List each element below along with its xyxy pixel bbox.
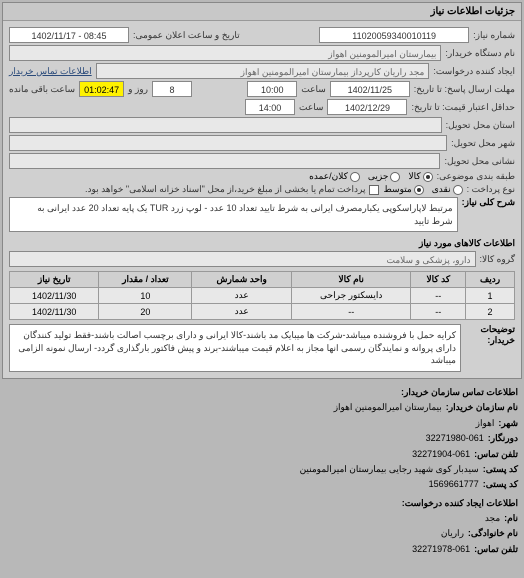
th-date: تاریخ نیاز [10, 272, 99, 288]
th-code: کد کالا [411, 272, 466, 288]
contact-title: اطلاعات تماس سازمان خریدار: [6, 385, 518, 399]
payment-desc: پرداخت تمام یا بخشی از مبلغ خرید،از محل … [9, 184, 365, 195]
contact-city-label: شهر: [498, 416, 518, 430]
fax: 32271980-061 [426, 431, 484, 445]
goods-info-title: اطلاعات کالاهای مورد نیاز [9, 238, 515, 249]
payment-radio-group: نقدی متوسط [383, 184, 462, 195]
radio-average[interactable] [414, 185, 424, 195]
th-name: نام کالا [291, 272, 410, 288]
goods-group: دارو، پزشکی و سلامت [9, 251, 476, 267]
goods-group-label: گروه کالا: [480, 254, 515, 265]
response-deadline-label: مهلت ارسال پاسخ: تا تاریخ: [414, 84, 515, 95]
time-remaining-label: ساعت باقی مانده [9, 84, 75, 95]
org-name: بیمارستان امیرالمومنین اهواز [334, 400, 442, 414]
payment-type-label: نوع پرداخت : [467, 184, 515, 195]
response-date: 1402/11/25 [330, 81, 410, 97]
th-qty: تعداد / مقدار [99, 272, 192, 288]
phone-label: تلفن تماس: [474, 447, 518, 461]
request-number-label: شماره نیاز: [473, 30, 515, 41]
radio-domestic-label: جزیی [368, 171, 389, 182]
creator-name: مجد [485, 511, 500, 525]
postal-code-value-label: کد پستی: [483, 477, 518, 491]
device-name: بیمارستان امیرالمومنین اهواز [9, 45, 441, 61]
request-number: 11020059340010119 [319, 27, 469, 43]
address-label: نشانی محل تحویل: [444, 156, 515, 167]
days-label: روز و [128, 84, 148, 95]
creator-phone: 32271978-061 [412, 542, 470, 556]
province-label: استان محل تحویل: [446, 120, 515, 131]
category-label: طبقه بندی موضوعی: [437, 171, 515, 182]
contact-link[interactable]: اطلاعات تماس خریدار [9, 66, 92, 77]
radio-domestic[interactable] [390, 172, 400, 182]
creator-family-label: نام خانوادگی: [468, 526, 518, 540]
city-field [9, 135, 447, 151]
radio-cash-label: نقدی [432, 184, 451, 195]
province-field [9, 117, 442, 133]
description-text: مرتبط لاپاراسکوپی یکبارمصرف ایرانی به شر… [9, 197, 458, 232]
request-creator: مجد راریان کارپرداز بیمارستان امیرالمومن… [96, 63, 430, 79]
device-name-label: نام دستگاه خریدار: [445, 48, 515, 59]
category-radio-group: کالا جزیی کلان/عمده [309, 171, 433, 182]
org-name-label: نام سازمان خریدار: [446, 400, 518, 414]
th-row: ردیف [466, 272, 515, 288]
radio-average-label: متوسط [383, 184, 411, 195]
panel-title: جزئیات اطلاعات نیاز [3, 3, 521, 21]
buyer-notes-label: توضیحات خریدار: [465, 324, 515, 346]
creator-name-label: نام: [504, 511, 518, 525]
radio-goods-label: کالا [408, 171, 420, 182]
address-field [9, 153, 440, 169]
validity-time: 14:00 [245, 99, 295, 115]
table-row: 2 -- -- عدد 20 1402/11/30 [10, 304, 515, 320]
postal-code-label: کد پستی: [483, 462, 518, 476]
goods-table: ردیف کد کالا نام کالا واحد شمارش تعداد /… [9, 271, 515, 320]
days-remaining: 8 [152, 81, 192, 97]
fax-label: دورنگار: [488, 431, 518, 445]
radio-cash[interactable] [453, 185, 463, 195]
table-row: 1 -- دایسکتور جراحی عدد 10 1402/11/30 [10, 288, 515, 304]
th-unit: واحد شمارش [192, 272, 292, 288]
description-label: شرح کلی نیاز: [462, 197, 515, 208]
phone: 32271904-061 [412, 447, 470, 461]
postal-code-value: 1569661777 [429, 477, 479, 491]
time-label-2: ساعت [299, 102, 324, 113]
response-time: 10:00 [247, 81, 297, 97]
time-remaining: 01:02:47 [79, 81, 124, 97]
city-label: شهر محل تحویل: [451, 138, 515, 149]
contact-city: اهواز [476, 416, 495, 430]
buyer-notes-text: کرایه حمل با فروشنده میباشد-شرکت ها میبا… [9, 324, 461, 372]
time-label-1: ساعت [301, 84, 326, 95]
creator-phone-label: تلفن تماس: [474, 542, 518, 556]
payment-checkbox[interactable] [369, 185, 379, 195]
public-date-label: تاریخ و ساعت اعلان عمومی: [133, 30, 240, 41]
validity-label: حداقل اعتبار قیمت: تا تاریخ: [411, 102, 515, 113]
public-date: 08:45 - 1402/11/17 [9, 27, 129, 43]
validity-date: 1402/12/29 [327, 99, 407, 115]
radio-goods[interactable] [423, 172, 433, 182]
creator-family: راریان [441, 526, 464, 540]
radio-wholesale[interactable] [350, 172, 360, 182]
radio-wholesale-label: کلان/عمده [309, 171, 348, 182]
creator-title: اطلاعات ایجاد کننده درخواست: [6, 496, 518, 510]
postal-address: سیدبار کوی شهید رجایی بیمارستان امیرالمو… [300, 462, 479, 476]
request-creator-label: ایجاد کننده درخواست: [433, 66, 515, 77]
